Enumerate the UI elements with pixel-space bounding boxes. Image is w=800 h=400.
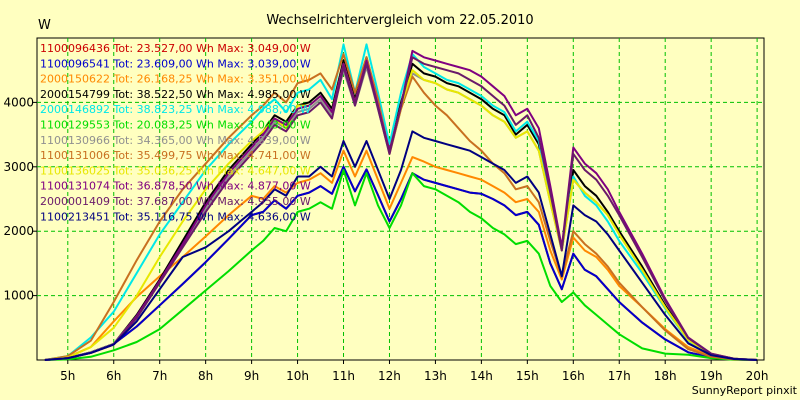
y-axis-label: W — [38, 18, 51, 33]
legend-entry-5: 2000146892 Tot: 38.823,25 Wh Max: 4.988,… — [40, 103, 311, 116]
x-tick-label: 10h — [286, 369, 309, 383]
series-line-10 — [44, 49, 758, 361]
chart-title: Wechselrichtervergleich vom 22.05.2010 — [266, 13, 533, 28]
series-line-11 — [44, 56, 758, 361]
legend-entry-10: 1100131074 Tot: 36.878,50 Wh Max: 4.877,… — [40, 180, 311, 193]
x-tick-label: 12h — [378, 369, 401, 383]
legend-entry-9: 1100136025 Tot: 35.036,25 Wh Max: 4.647,… — [40, 164, 311, 177]
legend-entry-11: 2000001409 Tot: 37.687,00 Wh Max: 4.955,… — [40, 195, 311, 208]
x-tick-label: 5h — [60, 369, 75, 383]
y-tick-label: 2000 — [3, 224, 34, 238]
x-tick-label: 6h — [106, 369, 121, 383]
series-line-9 — [44, 59, 758, 361]
x-tick-label: 7h — [152, 369, 167, 383]
series-lines — [44, 43, 758, 361]
legend-entry-1: 1100096436 Tot: 23.527,00 Wh Max: 3.049,… — [40, 42, 311, 55]
x-tick-label: 18h — [654, 369, 677, 383]
series-line-8 — [44, 53, 758, 361]
series-line-2 — [44, 165, 758, 361]
legend: 1100096436 Tot: 23.527,00 Wh Max: 3.049,… — [40, 42, 311, 223]
series-line-3 — [44, 149, 758, 361]
x-tick-label: 20h — [746, 369, 769, 383]
series-line-4 — [44, 56, 758, 361]
legend-entry-12: 1100213451 Tot: 35.116,75 Wh Max: 4.636,… — [40, 210, 311, 223]
x-tick-label: 8h — [198, 369, 213, 383]
series-line-12 — [44, 130, 758, 361]
axis-ticks: 5h 6h 7h 8h 9h 10h 11h 12h 13h 14h 15h 16h 17h 18h 19h… — [3, 95, 768, 383]
x-tick-label: 19h — [700, 369, 723, 383]
y-tick-label: 3000 — [3, 160, 34, 174]
footer-credit: SunnyReport pinxit — [692, 384, 798, 397]
x-tick-label: 16h — [562, 369, 585, 383]
x-tick-label: 9h — [244, 369, 259, 383]
y-tick-label: 4000 — [3, 95, 34, 109]
x-tick-label: 13h — [424, 369, 447, 383]
legend-entry-2: 1100096541 Tot: 23.609,00 Wh Max: 3.039,… — [40, 57, 311, 70]
legend-entry-4: 2000154799 Tot: 38.522,50 Wh Max: 4.985,… — [40, 88, 311, 101]
legend-entry-6: 1100129553 Tot: 20.083,25 Wh Max: 3.043,… — [40, 119, 311, 132]
x-tick-label: 15h — [516, 369, 539, 383]
x-tick-label: 11h — [332, 369, 355, 383]
legend-entry-7: 1100130966 Tot: 34.365,00 Wh Max: 4.539,… — [40, 134, 311, 147]
y-tick-label: 1000 — [3, 289, 34, 303]
legend-entry-3: 2000150622 Tot: 26.168,25 Wh Max: 3.351,… — [40, 73, 311, 86]
x-tick-label: 14h — [470, 369, 493, 383]
series-line-6 — [44, 169, 758, 361]
legend-entry-8: 1100131006 Tot: 35.499,75 Wh Max: 4.741,… — [40, 149, 311, 162]
x-tick-label: 17h — [608, 369, 631, 383]
